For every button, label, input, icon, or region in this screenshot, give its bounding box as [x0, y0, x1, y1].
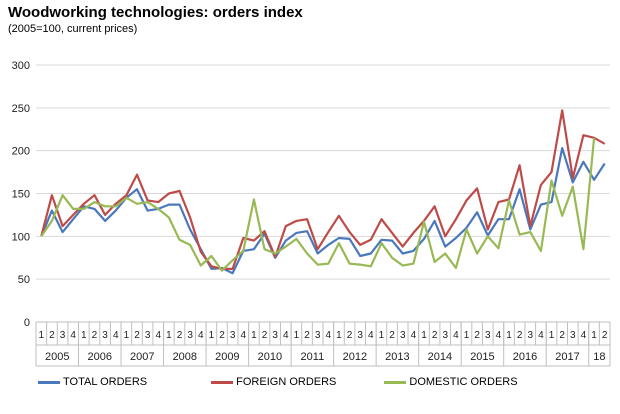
year-label: 2016 — [513, 351, 537, 363]
year-label: 2013 — [385, 351, 409, 363]
x-tick-label: 4 — [453, 330, 459, 341]
x-tick-label: 1 — [39, 330, 45, 341]
x-tick-label: 2 — [347, 330, 353, 341]
x-tick-label: 3 — [272, 330, 278, 341]
x-tick-label: 2 — [219, 330, 225, 341]
y-tick-label: 250 — [12, 103, 30, 115]
x-tick-label: 3 — [442, 330, 448, 341]
x-tick-label: 4 — [368, 330, 374, 341]
x-tick-label: 3 — [102, 330, 108, 341]
year-label: 18 — [593, 351, 605, 363]
year-label: 2007 — [130, 351, 154, 363]
x-tick-label: 1 — [209, 330, 215, 341]
x-tick-label: 3 — [315, 330, 321, 341]
x-tick-label: 4 — [155, 330, 161, 341]
y-tick-label: 300 — [12, 60, 30, 72]
x-tick-label: 2 — [262, 330, 268, 341]
x-tick-label: 4 — [326, 330, 332, 341]
legend-swatch-foreign — [211, 380, 234, 384]
x-tick-label: 1 — [336, 330, 342, 341]
x-tick-label: 2 — [389, 330, 395, 341]
x-tick-label: 4 — [411, 330, 417, 341]
y-tick-label: 100 — [12, 231, 30, 243]
x-tick-label: 1 — [506, 330, 512, 341]
series-line-foreign-orders — [40, 109, 606, 270]
x-tick-label: 1 — [591, 330, 597, 341]
x-tick-label: 4 — [283, 330, 289, 341]
chart-subtitle: (2005=100, current prices) — [8, 23, 138, 35]
series-line-domestic-orders — [40, 137, 596, 272]
x-tick-label: 1 — [464, 330, 470, 341]
x-tick-label: 2 — [49, 330, 55, 341]
x-tick-label: 2 — [134, 330, 140, 341]
x-tick-label: 3 — [527, 330, 533, 341]
legend-label-foreign: FOREIGN ORDERS — [236, 376, 337, 388]
x-tick-label: 1 — [549, 330, 555, 341]
y-tick-label: 200 — [12, 146, 30, 158]
year-label: 2017 — [555, 351, 579, 363]
legend-item-total: TOTAL ORDERS — [38, 376, 147, 388]
x-tick-label: 3 — [230, 330, 236, 341]
year-label: 2008 — [173, 351, 197, 363]
x-tick-label: 3 — [187, 330, 193, 341]
chart-legend: TOTAL ORDERS FOREIGN ORDERS DOMESTIC ORD… — [38, 376, 556, 388]
legend-swatch-domestic — [384, 380, 407, 384]
x-tick-label: 4 — [113, 330, 119, 341]
year-label: 2011 — [301, 351, 325, 363]
x-tick-label: 3 — [60, 330, 66, 341]
y-tick-label: 0 — [24, 317, 30, 329]
year-label: 2014 — [428, 351, 452, 363]
x-tick-label: 4 — [198, 330, 204, 341]
y-tick-label: 50 — [18, 274, 30, 286]
legend-item-foreign: FOREIGN ORDERS — [211, 376, 336, 388]
year-label: 2006 — [88, 351, 112, 363]
x-tick-label: 4 — [70, 330, 76, 341]
legend-label-domestic: DOMESTIC ORDERS — [409, 376, 518, 388]
x-tick-label: 4 — [240, 330, 246, 341]
x-tick-label: 4 — [538, 330, 544, 341]
x-tick-label: 1 — [166, 330, 172, 341]
x-tick-label: 2 — [177, 330, 183, 341]
legend-item-domestic: DOMESTIC ORDERS — [384, 376, 518, 388]
legend-swatch-total — [38, 380, 60, 384]
x-tick-label: 2 — [92, 330, 98, 341]
x-tick-label: 2 — [474, 330, 480, 341]
year-label: 2012 — [343, 351, 367, 363]
x-tick-label: 1 — [251, 330, 257, 341]
x-tick-label: 2 — [602, 330, 608, 341]
year-label: 2010 — [258, 351, 282, 363]
x-tick-label: 3 — [357, 330, 363, 341]
year-label: 2005 — [45, 351, 69, 363]
x-tick-label: 3 — [400, 330, 406, 341]
year-label: 2015 — [470, 351, 494, 363]
x-tick-label: 1 — [421, 330, 427, 341]
legend-label-total: TOTAL ORDERS — [63, 376, 148, 388]
x-tick-label: 3 — [485, 330, 491, 341]
x-tick-label: 4 — [496, 330, 502, 341]
x-tick-label: 2 — [304, 330, 310, 341]
x-tick-label: 3 — [570, 330, 576, 341]
chart-title: Woodworking technologies: orders index — [8, 4, 303, 21]
x-tick-label: 2 — [559, 330, 565, 341]
x-tick-label: 4 — [581, 330, 587, 341]
x-tick-label: 1 — [81, 330, 87, 341]
x-tick-label: 2 — [432, 330, 438, 341]
x-tick-label: 2 — [517, 330, 523, 341]
y-tick-label: 150 — [12, 189, 30, 201]
x-tick-label: 3 — [145, 330, 151, 341]
x-tick-label: 1 — [379, 330, 385, 341]
year-label: 2009 — [215, 351, 239, 363]
x-tick-label: 1 — [124, 330, 130, 341]
series-line-total-orders — [40, 147, 606, 275]
x-tick-label: 1 — [294, 330, 300, 341]
